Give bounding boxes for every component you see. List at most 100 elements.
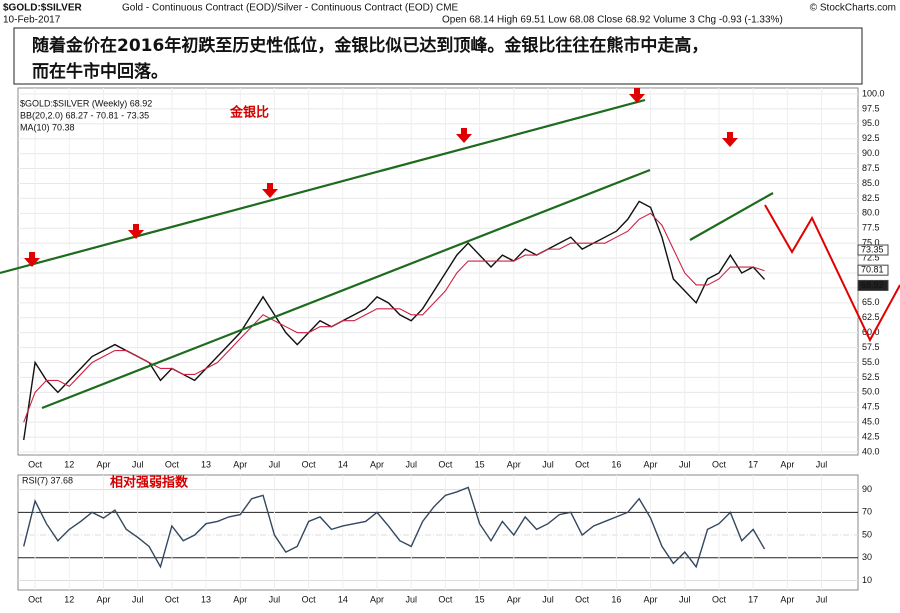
- x-tick-label: Apr: [96, 459, 110, 469]
- y-tick-label: 52.5: [862, 372, 880, 382]
- x-tick-label: Jul: [542, 459, 554, 469]
- x-tick-label: Apr: [507, 594, 521, 604]
- x-tick-label: Oct: [28, 459, 43, 469]
- x-tick-label: 16: [611, 594, 621, 604]
- caption-line: 随着金价在2016年初跌至历史性低位，金银比似已达到顶峰。金银比往往在熊市中走高…: [32, 35, 708, 56]
- x-tick-label: 14: [338, 459, 348, 469]
- y-tick-label: 45.0: [862, 417, 880, 427]
- projection: [764, 204, 900, 343]
- y-tick-label: 30: [862, 552, 872, 562]
- rsi-panel: [17, 474, 859, 591]
- y-tick-label: 40.0: [862, 446, 880, 456]
- y-tick-label: 90.0: [862, 148, 880, 158]
- y-tick-label: 90: [862, 484, 872, 494]
- y-tick-label: 75.0: [862, 238, 880, 248]
- rsi-label: 相对强弱指数: [110, 475, 189, 491]
- x-tick-label: Jul: [816, 459, 828, 469]
- y-tick-label: 87.5: [862, 163, 880, 173]
- x-tick-label: 14: [338, 594, 348, 604]
- x-tick-label: 13: [201, 459, 211, 469]
- x-tick-label: Jul: [405, 459, 417, 469]
- price-tag-label: 68.92: [861, 280, 884, 290]
- arrow: [128, 224, 144, 239]
- x-tick-label: 13: [201, 594, 211, 604]
- symbol: $GOLD:$SILVER: [3, 3, 82, 14]
- x-tick-label: Oct: [712, 594, 727, 604]
- x-tick-label: Apr: [233, 594, 247, 604]
- x-tick-label: Jul: [542, 594, 554, 604]
- x-tick-label: Oct: [165, 594, 180, 604]
- x-tick-label: Apr: [233, 459, 247, 469]
- x-tick-label: Oct: [302, 594, 317, 604]
- y-tick-label: 55.0: [862, 357, 880, 367]
- legend-entry: $GOLD:$SILVER (Weekly) 68.92: [20, 98, 152, 108]
- x-tick-label: Jul: [405, 594, 417, 604]
- x-tick-label: Apr: [507, 459, 521, 469]
- x-tick-label: Oct: [165, 459, 180, 469]
- x-tick-label: 12: [64, 459, 74, 469]
- y-tick-label: 50: [862, 529, 872, 539]
- price-tag-label: 73.35: [861, 244, 884, 254]
- series-line: [23, 212, 765, 423]
- y-tick-label: 57.5: [862, 342, 880, 352]
- x-tick-label: 16: [611, 459, 621, 469]
- x-tick-label: Oct: [438, 594, 453, 604]
- y-tick-label: 62.5: [862, 312, 880, 322]
- x-tick-label: 17: [748, 594, 758, 604]
- upper-trend: [0, 98, 646, 275]
- x-tick-label: Jul: [816, 594, 828, 604]
- y-tick-label: 47.5: [862, 402, 880, 412]
- x-tick-label: Apr: [644, 459, 658, 469]
- x-tick-label: Jul: [132, 459, 144, 469]
- legend-entry: BB(20,2.0) 68.27 - 70.81 - 73.35: [20, 110, 149, 120]
- price-tag: [857, 244, 889, 256]
- y-tick-label: 82.5: [862, 193, 880, 203]
- credit: © StockCharts.com: [810, 3, 896, 14]
- price-tag-label: 70.81: [861, 265, 884, 275]
- rsi-plot: 10 30 50 70 90 Oct 12 Apr Jul Oct 13 Apr Jul Oct 14 Apr…: [18, 475, 872, 604]
- x-tick-label: Apr: [96, 594, 110, 604]
- y-tick-label: 70: [862, 507, 872, 517]
- caption-box: [13, 27, 863, 85]
- x-tick-label: Oct: [302, 459, 317, 469]
- chart-label: 金银比: [229, 105, 269, 121]
- arrow: [456, 128, 472, 143]
- arrow: [629, 88, 645, 103]
- y-tick-label: 80.0: [862, 208, 880, 218]
- x-tick-label: Apr: [780, 594, 794, 604]
- x-tick-label: Oct: [28, 594, 43, 604]
- x-tick-label: Oct: [575, 459, 590, 469]
- arrow: [262, 183, 278, 198]
- x-tick-label: Oct: [438, 459, 453, 469]
- quote: Open 68.14 High 69.51 Low 68.08 Close 68…: [442, 15, 783, 26]
- series-line: [23, 486, 766, 569]
- x-tick-label: Jul: [269, 459, 281, 469]
- x-tick-label: 15: [475, 459, 485, 469]
- y-tick-label: 85.0: [862, 178, 880, 188]
- x-tick-label: Apr: [370, 459, 384, 469]
- x-tick-label: Jul: [679, 459, 691, 469]
- legend-entry: RSI(7) 37.68: [22, 475, 73, 485]
- legend-entry: MA(10) 70.38: [20, 122, 75, 132]
- y-tick-label: 77.5: [862, 223, 880, 233]
- price-tag: [857, 279, 889, 291]
- y-tick-label: 65.0: [862, 297, 880, 307]
- y-tick-label: 95.0: [862, 118, 880, 128]
- arrow: [24, 252, 40, 267]
- x-tick-label: Apr: [370, 594, 384, 604]
- x-tick-label: Oct: [712, 459, 727, 469]
- recent-trend: [689, 192, 774, 241]
- y-tick-label: 42.5: [862, 431, 880, 441]
- y-tick-label: 60.0: [862, 327, 880, 337]
- description: Gold - Continuous Contract (EOD)/Silver …: [122, 3, 459, 14]
- x-tick-label: Jul: [269, 594, 281, 604]
- x-tick-label: Oct: [575, 594, 590, 604]
- y-tick-label: 92.5: [862, 133, 880, 143]
- y-tick-label: 100.0: [862, 88, 885, 98]
- x-tick-label: Apr: [644, 594, 658, 604]
- y-tick-label: 10: [862, 575, 872, 585]
- x-tick-label: Apr: [780, 459, 794, 469]
